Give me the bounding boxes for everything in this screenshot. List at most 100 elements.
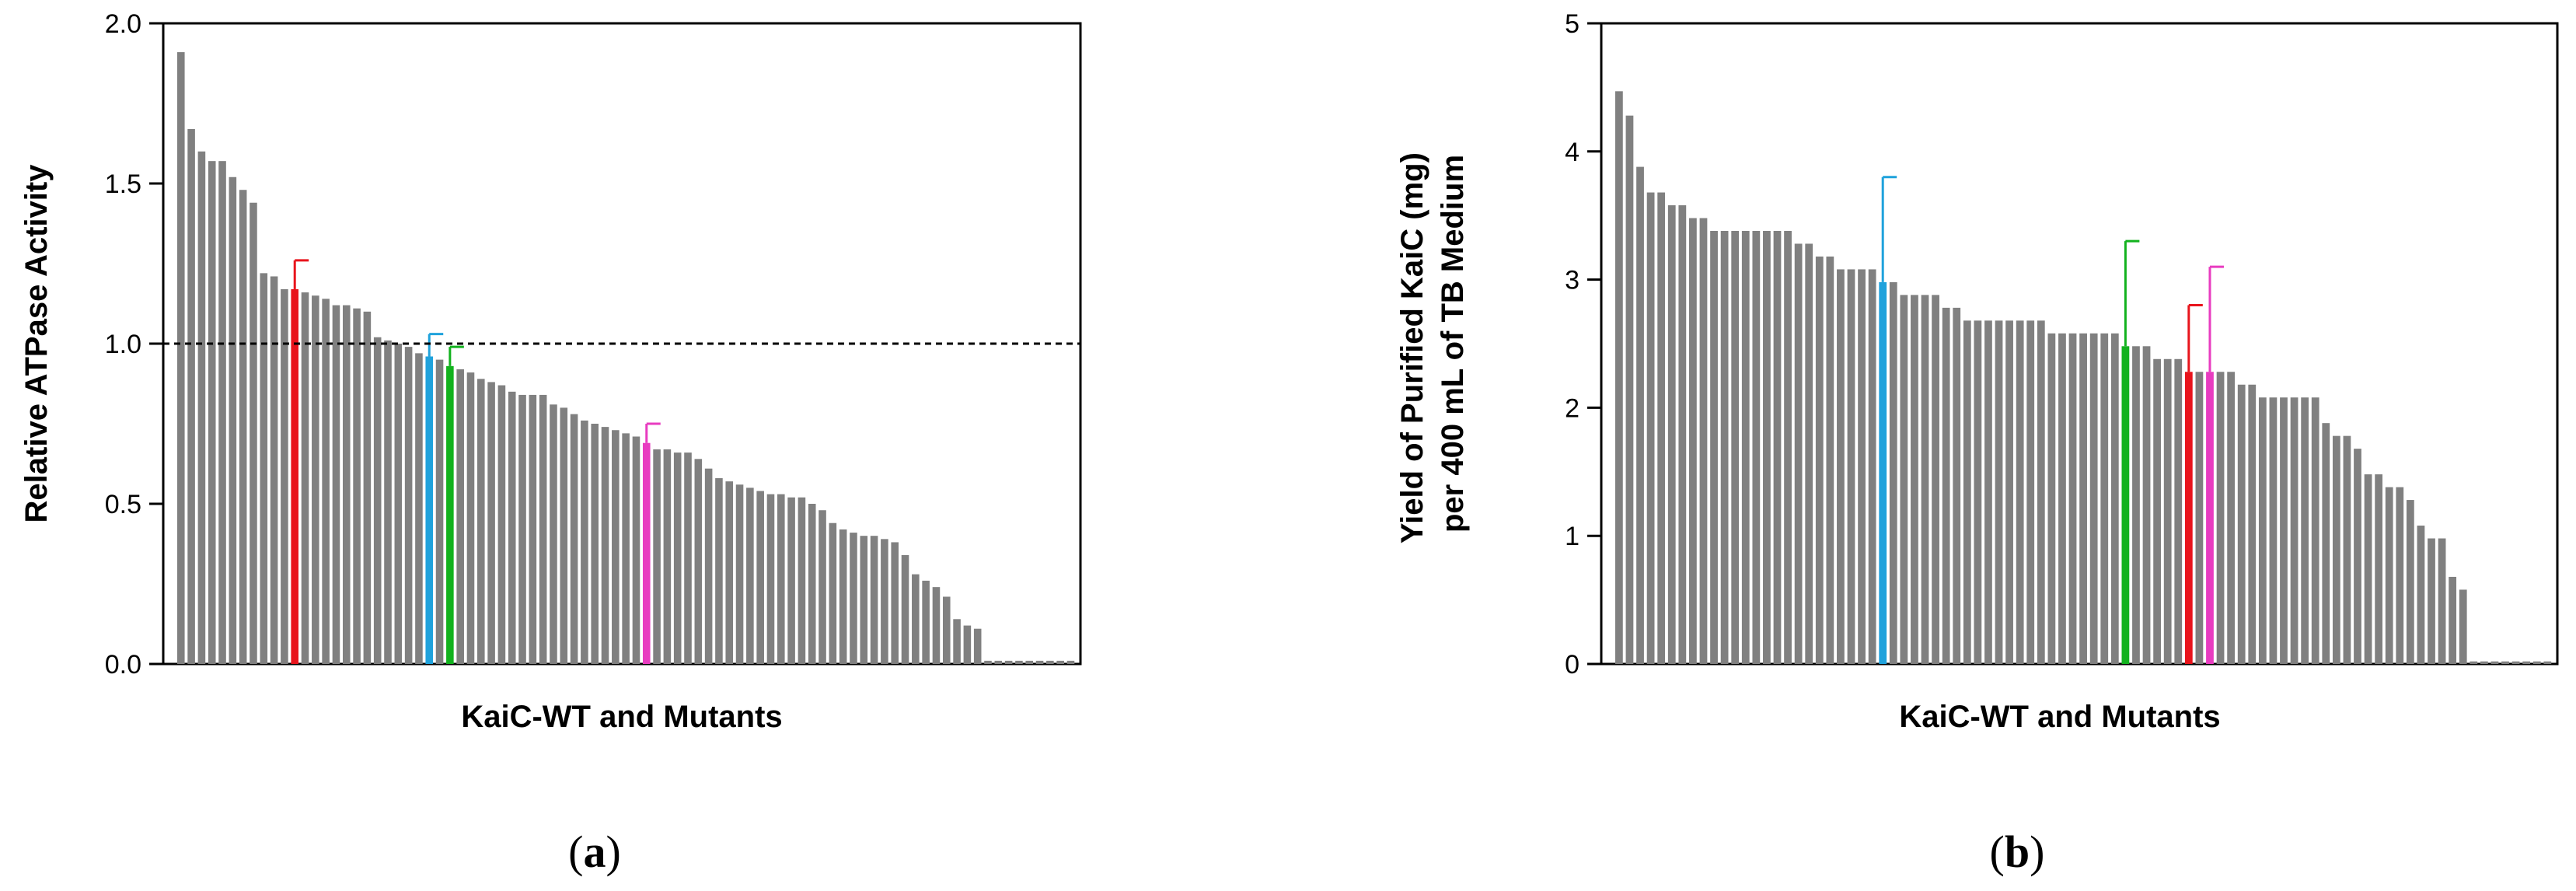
panel-b-bar bbox=[1720, 230, 1729, 665]
panel-b-bar bbox=[2428, 538, 2435, 664]
panel-a-bar bbox=[539, 394, 547, 664]
panel-a-bar bbox=[870, 536, 878, 664]
panel-b-x-axis-title: KaiC-WT and Mutants bbox=[1899, 700, 2220, 734]
panel-a-bar bbox=[177, 52, 185, 664]
panel-b-bar bbox=[2047, 333, 2056, 664]
panel-b-bar bbox=[2511, 661, 2520, 664]
panel-b-y-tick-label: 2 bbox=[1565, 393, 1579, 423]
panel-b-bar bbox=[2016, 320, 2024, 664]
panel-a-bar bbox=[435, 359, 444, 664]
panel-b-highlight-bar bbox=[2184, 372, 2193, 664]
panel-a-bar bbox=[373, 337, 382, 664]
panel-a-bar bbox=[281, 288, 288, 664]
panel-b-bar bbox=[1889, 281, 1897, 664]
panel-b-bar bbox=[2037, 320, 2045, 664]
panel-a-bar bbox=[353, 308, 361, 664]
panel-b-error-bar bbox=[2187, 304, 2203, 372]
panel-b-bar bbox=[1805, 243, 1813, 665]
panel-a-highlight-bar bbox=[291, 288, 298, 664]
panel-a-bar bbox=[725, 481, 734, 664]
panel-b-bar bbox=[2543, 661, 2552, 664]
panel-b-bar bbox=[2396, 487, 2404, 664]
panel-a-bar bbox=[497, 385, 506, 664]
panel-a-bar bbox=[1066, 660, 1075, 664]
panel-a-bar bbox=[404, 347, 413, 664]
panel-a-bar bbox=[798, 497, 806, 664]
panel-b-y-tick-label: 3 bbox=[1565, 266, 1579, 295]
panel-a-bar bbox=[963, 625, 972, 664]
panel-a-bar bbox=[518, 394, 526, 664]
panel-b-chart: 0 1 2 3 4 5 Yield of Purified KaiC (mg) per 4… bbox=[1395, 9, 2559, 877]
panel-a-bar bbox=[704, 468, 713, 664]
panel-a-bar bbox=[218, 161, 226, 664]
panel-b-bar bbox=[2174, 358, 2183, 664]
panel-a-highlight-bar bbox=[642, 442, 651, 664]
panel-a-bar bbox=[363, 311, 372, 664]
panel-a-error-bar bbox=[293, 259, 309, 289]
panel-a-bar bbox=[550, 404, 557, 664]
panel-b-bar bbox=[2132, 346, 2140, 664]
panel-a-bar bbox=[912, 574, 920, 664]
panel-a-bar bbox=[777, 494, 785, 664]
panel-b-y-tick-label: 5 bbox=[1565, 9, 1579, 39]
panel-b-bar bbox=[2532, 661, 2541, 664]
panel-b-bar bbox=[1678, 205, 1687, 664]
panel-a-bar bbox=[591, 424, 599, 664]
panel-a-bar bbox=[394, 344, 403, 664]
panel-a-bar bbox=[819, 510, 826, 664]
panel-b-bar bbox=[1995, 320, 2003, 664]
panel-b-bar bbox=[2195, 372, 2204, 664]
panel-a-bar bbox=[653, 449, 661, 664]
panel-a-bar bbox=[1015, 660, 1023, 664]
panel-a-bar bbox=[622, 433, 630, 664]
panel-a-bar bbox=[756, 491, 764, 664]
panel-b-bar bbox=[2385, 487, 2393, 664]
panel-a-bar bbox=[715, 478, 723, 664]
panel-a-bar bbox=[260, 273, 268, 664]
panel-b-bar bbox=[1752, 230, 1761, 665]
panel-b-y-axis: 0 1 2 3 4 5 bbox=[1565, 9, 1601, 680]
panel-a-bar bbox=[1046, 660, 1054, 664]
panel-b-bar bbox=[2490, 661, 2499, 664]
panel-b-bar bbox=[1710, 230, 1718, 665]
panel-b-bar bbox=[2026, 320, 2035, 664]
panel-a-bar bbox=[1004, 660, 1013, 664]
panel-b-bar bbox=[1741, 230, 1750, 665]
panel-a-bar bbox=[312, 295, 319, 664]
panel-a-y-tick-label: 0.5 bbox=[105, 490, 141, 519]
panel-a-bar bbox=[560, 407, 568, 664]
panel-a-bar bbox=[322, 299, 330, 664]
panel-b-y-axis-title-line-1: Yield of Purified KaiC (mg) bbox=[1395, 152, 1429, 543]
panel-b-bar bbox=[1731, 230, 1740, 665]
panel-b-bar bbox=[2406, 500, 2414, 664]
panel-b-bar bbox=[1667, 205, 1676, 664]
panel-b-bar bbox=[2311, 397, 2319, 664]
panel-b-bar bbox=[2438, 538, 2446, 664]
panel-a-bar bbox=[973, 628, 982, 664]
panel-a-bar bbox=[673, 452, 682, 664]
panel-b-bar bbox=[2343, 435, 2351, 664]
panel-a-bar bbox=[415, 353, 423, 664]
panel-b-bar bbox=[1932, 295, 1939, 664]
panel-a-bar bbox=[301, 292, 309, 664]
panel-b-bar bbox=[1763, 230, 1771, 665]
panel-a-bar bbox=[239, 190, 247, 665]
panel-b-y-axis-title-line-2: per 400 mL of TB Medium bbox=[1436, 155, 1470, 533]
panel-b-highlight-bar bbox=[1879, 281, 1887, 664]
panel-b-bar bbox=[2459, 589, 2467, 664]
panel-a-y-axis: 0.0 0.5 1.0 1.5 2.0 bbox=[105, 9, 163, 680]
panel-a-bar bbox=[208, 161, 216, 664]
panel-b-bar bbox=[1773, 230, 1782, 665]
panel-b-bar bbox=[1784, 230, 1792, 665]
panel-b-bar bbox=[2110, 333, 2119, 664]
panel-b-bar bbox=[1847, 269, 1855, 664]
panel-b-bar bbox=[2417, 526, 2425, 664]
panel-a-bar bbox=[746, 487, 754, 664]
panel-b-bar bbox=[1911, 295, 1918, 664]
panel-a-bar bbox=[766, 494, 775, 664]
panel-a-error-bar bbox=[449, 345, 464, 366]
panel-a-bar bbox=[953, 619, 961, 664]
panel-a-bar bbox=[994, 660, 1003, 664]
panel-b-bar bbox=[1984, 320, 1992, 664]
